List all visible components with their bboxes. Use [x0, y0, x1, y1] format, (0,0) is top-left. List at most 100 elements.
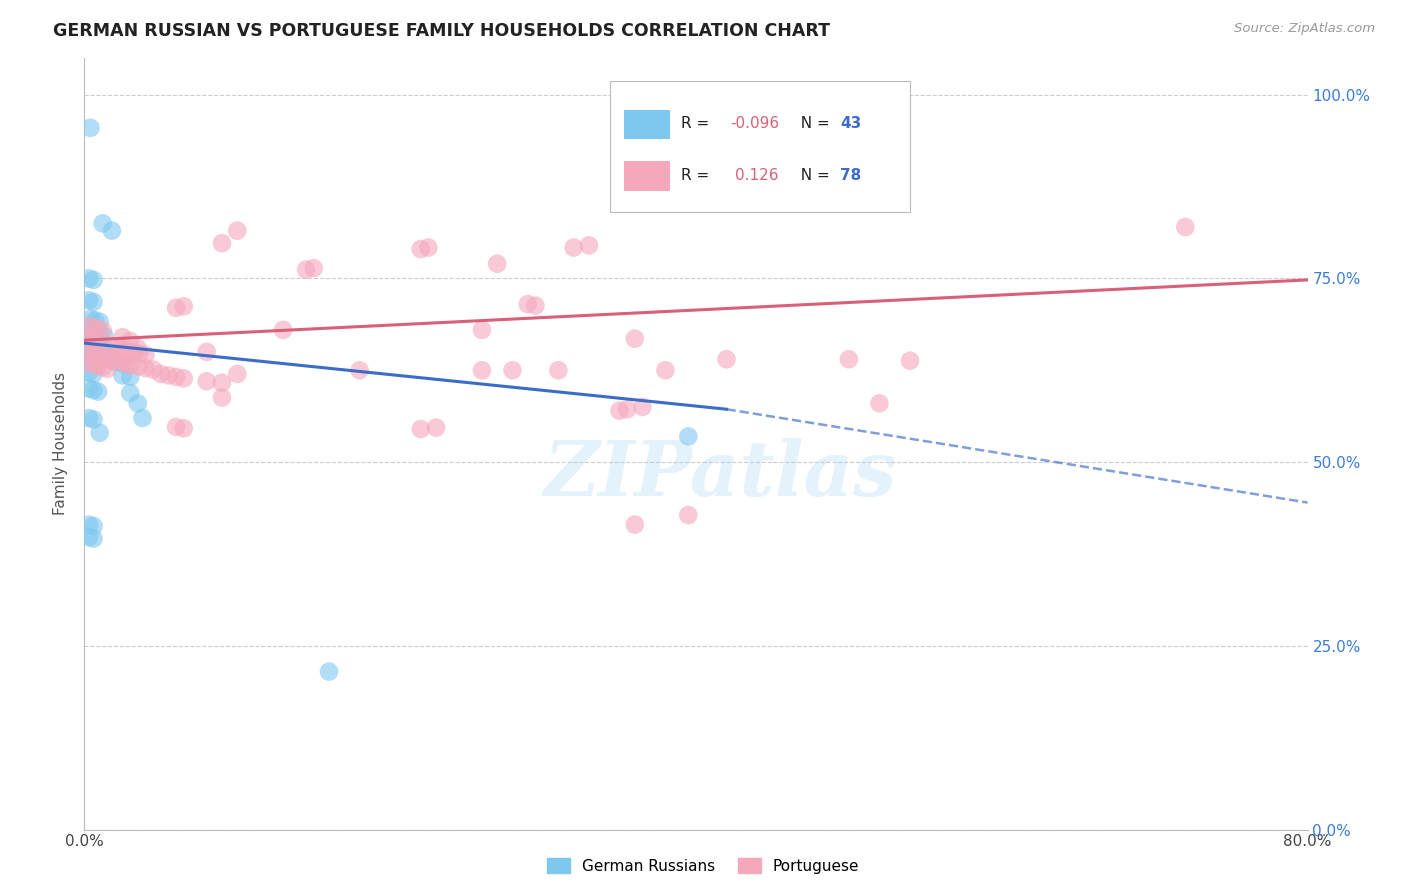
- Point: [165, 301, 187, 315]
- Point: [115, 357, 138, 371]
- Point: [295, 262, 318, 277]
- Point: [77, 351, 100, 365]
- Point: [83, 295, 105, 310]
- Point: [93, 328, 115, 343]
- Point: [83, 333, 105, 347]
- Point: [654, 363, 676, 377]
- Point: [77, 345, 100, 359]
- Point: [149, 367, 172, 381]
- Text: Source: ZipAtlas.com: Source: ZipAtlas.com: [1234, 22, 1375, 36]
- Point: [77, 337, 100, 351]
- Point: [609, 403, 631, 417]
- Point: [115, 343, 138, 358]
- Point: [77, 271, 100, 285]
- Point: [195, 345, 218, 359]
- Point: [84, 313, 107, 327]
- Point: [142, 362, 165, 376]
- Text: N =: N =: [792, 116, 835, 131]
- Text: R =: R =: [682, 168, 720, 183]
- Point: [87, 322, 110, 336]
- Point: [89, 425, 111, 440]
- Point: [127, 341, 149, 355]
- Point: [83, 519, 105, 533]
- Point: [77, 293, 100, 308]
- Point: [1174, 219, 1197, 234]
- Point: [79, 324, 101, 338]
- Point: [165, 370, 187, 384]
- Point: [578, 238, 600, 252]
- Point: [104, 355, 127, 369]
- Point: [83, 383, 105, 397]
- Point: [678, 429, 700, 443]
- Point: [91, 342, 114, 356]
- Point: [83, 346, 105, 360]
- Text: ZIPatlas: ZIPatlas: [544, 438, 897, 512]
- Point: [173, 299, 195, 313]
- Point: [87, 384, 110, 399]
- FancyBboxPatch shape: [624, 110, 671, 139]
- Point: [127, 396, 149, 410]
- Point: [157, 368, 180, 383]
- Text: 43: 43: [841, 116, 862, 131]
- Point: [91, 360, 114, 375]
- Point: [302, 261, 325, 276]
- Point: [165, 420, 187, 434]
- Point: [409, 242, 432, 256]
- Point: [83, 352, 105, 367]
- Point: [120, 370, 142, 384]
- Point: [83, 358, 105, 372]
- Point: [77, 332, 100, 346]
- Point: [131, 411, 153, 425]
- Point: [869, 396, 891, 410]
- Point: [77, 382, 100, 396]
- Text: 78: 78: [841, 168, 862, 183]
- Point: [471, 323, 494, 337]
- Point: [127, 359, 149, 374]
- Point: [271, 323, 294, 337]
- Point: [87, 359, 110, 373]
- Point: [173, 421, 195, 435]
- Point: [87, 353, 110, 368]
- Point: [83, 367, 105, 381]
- Text: R =: R =: [682, 116, 714, 131]
- Point: [502, 363, 524, 377]
- FancyBboxPatch shape: [610, 81, 910, 212]
- Point: [79, 311, 101, 326]
- Point: [96, 361, 118, 376]
- FancyBboxPatch shape: [624, 161, 671, 191]
- Point: [84, 326, 107, 340]
- Point: [898, 353, 921, 368]
- Point: [77, 517, 100, 532]
- Point: [135, 348, 157, 362]
- Point: [211, 376, 233, 390]
- Point: [107, 341, 129, 355]
- Point: [83, 339, 105, 353]
- Point: [77, 411, 100, 425]
- Point: [716, 352, 738, 367]
- Point: [91, 324, 114, 338]
- Point: [101, 224, 124, 238]
- Text: GERMAN RUSSIAN VS PORTUGUESE FAMILY HOUSEHOLDS CORRELATION CHART: GERMAN RUSSIAN VS PORTUGUESE FAMILY HOUS…: [53, 22, 831, 40]
- Point: [87, 334, 110, 349]
- Legend: German Russians, Portuguese: German Russians, Portuguese: [540, 852, 866, 880]
- Point: [89, 315, 111, 329]
- Text: 0.126: 0.126: [735, 168, 779, 183]
- Point: [91, 349, 114, 363]
- Point: [120, 334, 142, 348]
- Point: [516, 297, 538, 311]
- Point: [418, 241, 440, 255]
- Point: [91, 216, 114, 230]
- Point: [83, 532, 105, 546]
- Point: [111, 330, 134, 344]
- Point: [562, 241, 585, 255]
- Point: [111, 368, 134, 383]
- Point: [111, 355, 134, 369]
- Point: [486, 257, 509, 271]
- Point: [624, 332, 647, 346]
- Point: [318, 665, 340, 679]
- Point: [77, 356, 100, 370]
- Point: [77, 366, 100, 380]
- Point: [96, 351, 118, 365]
- Point: [425, 420, 447, 434]
- Point: [101, 339, 124, 353]
